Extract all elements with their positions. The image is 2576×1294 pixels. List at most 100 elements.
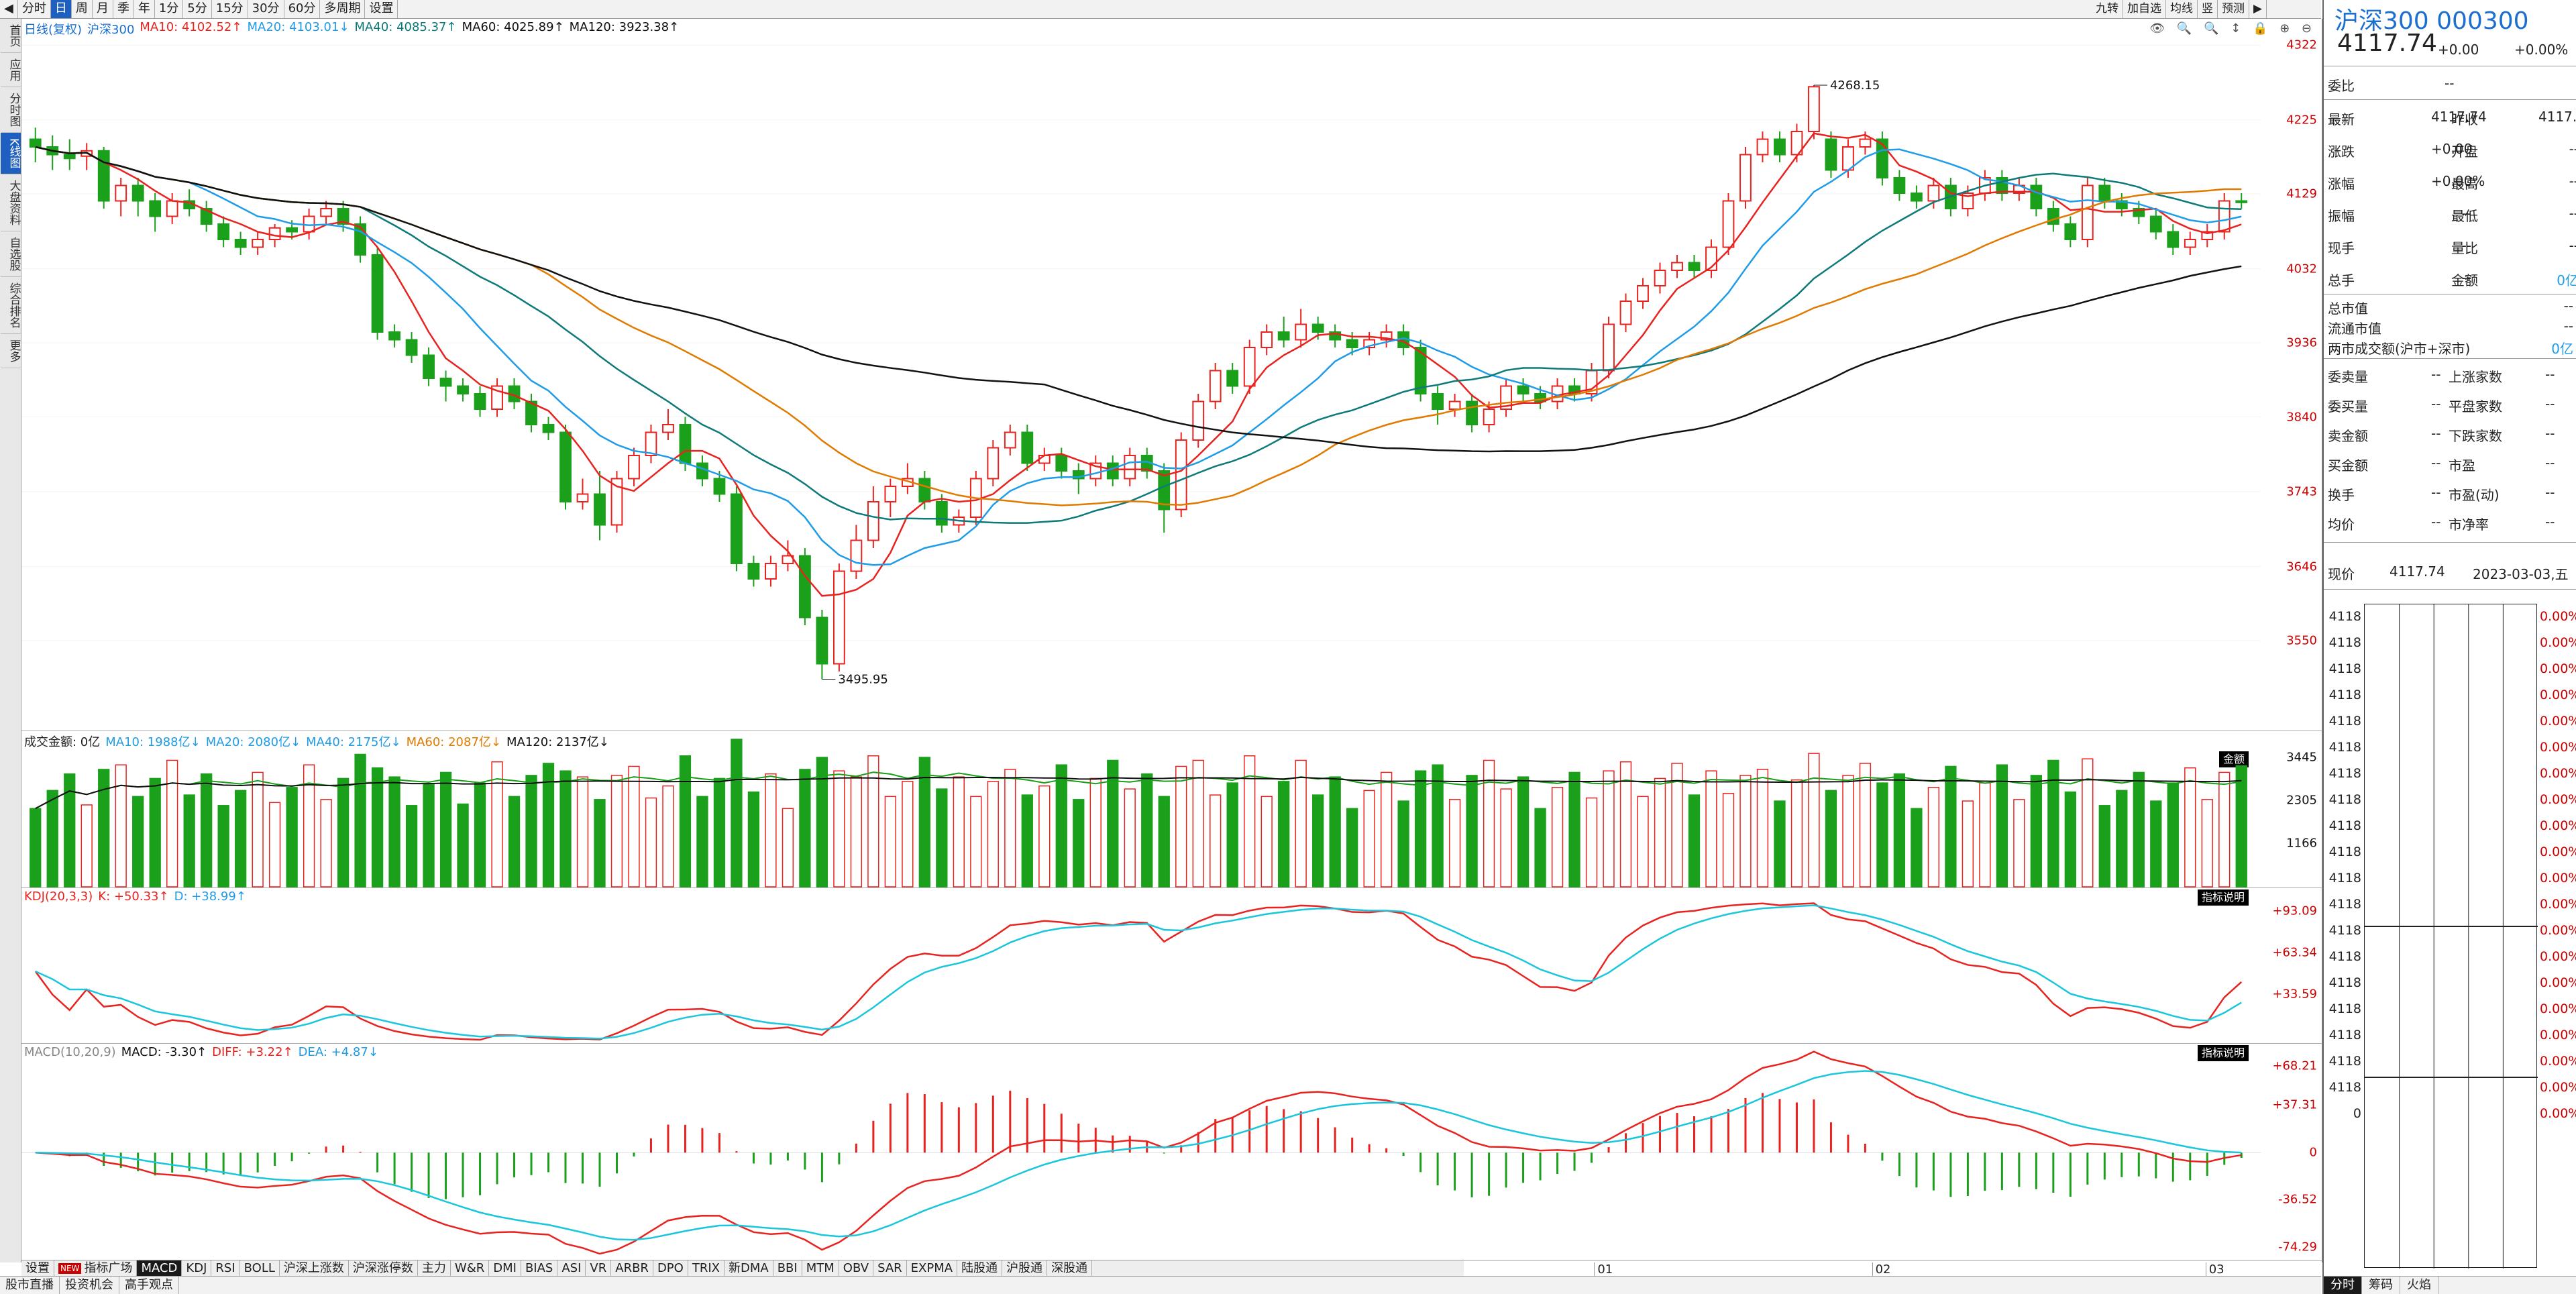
volume-bar xyxy=(782,808,794,887)
indicator-tab-11[interactable]: BIAS xyxy=(521,1260,558,1276)
mini-left-label: 4118 xyxy=(2328,1028,2361,1042)
volume-bar xyxy=(115,764,127,887)
period-tab-1[interactable]: 日 xyxy=(50,0,72,18)
period-tab-9[interactable]: 30分 xyxy=(248,0,284,18)
toolbar-left-arrow-icon[interactable]: ◀ xyxy=(0,0,18,18)
mini-right-label: 0.00% xyxy=(2540,661,2576,676)
date-tick-5: 01 xyxy=(1594,1262,1613,1277)
indicator-tab-0[interactable]: 设置 xyxy=(21,1260,54,1276)
indicator-tab-label: BOLL xyxy=(244,1261,275,1275)
indicator-tab-24[interactable]: 沪股通 xyxy=(1002,1260,1048,1276)
sidebar-item-7[interactable]: 更多 xyxy=(0,334,21,369)
sidebar-item-1[interactable]: 应用 xyxy=(0,53,21,87)
indicator-tab-4[interactable]: RSI xyxy=(211,1260,240,1276)
period-tab-2[interactable]: 周 xyxy=(71,0,93,18)
volume-bar xyxy=(337,777,350,887)
macd-help-tag[interactable]: 指标说明 xyxy=(2197,1045,2249,1061)
period-tab-8[interactable]: 15分 xyxy=(211,0,248,18)
chart-tools-icons[interactable]: 👁 🔍 🔍 ↕ 🔒 ⊕ ⊖ xyxy=(2149,21,2316,36)
indicator-tab-7[interactable]: 沪深涨停数 xyxy=(349,1260,418,1276)
mini-right-label: 0.00% xyxy=(2540,1106,2576,1121)
ma60-line xyxy=(35,146,2242,506)
indicator-tab-10[interactable]: DMI xyxy=(489,1260,521,1276)
indicator-tab-20[interactable]: OBV xyxy=(839,1260,874,1276)
candle xyxy=(1808,85,1820,140)
volume-bar xyxy=(201,773,213,887)
period-tab-5[interactable]: 年 xyxy=(133,0,155,18)
period-tab-4[interactable]: 季 xyxy=(113,0,134,18)
quote-tab-0[interactable]: 分时 xyxy=(2324,1277,2362,1294)
period-tab-12[interactable]: 设置 xyxy=(365,0,398,18)
indicator-tab-16[interactable]: TRIX xyxy=(688,1260,724,1276)
candle xyxy=(747,555,760,587)
volume-bar xyxy=(1603,770,1615,887)
indicator-tab-13[interactable]: VR xyxy=(586,1260,612,1276)
indicator-tab-15[interactable]: DPO xyxy=(653,1260,688,1276)
indicator-tab-9[interactable]: W&R xyxy=(451,1260,490,1276)
volume-title: 成交金额: 0亿 xyxy=(24,735,101,749)
amount-tag[interactable]: 金额 xyxy=(2218,751,2249,767)
period-tab-3[interactable]: 月 xyxy=(92,0,113,18)
status-bar: 股市直播 投资机会 高手观点 xyxy=(0,1276,2321,1294)
toolbar-right-arrow-icon[interactable]: ▶ xyxy=(2249,0,2267,18)
quote-tab-1[interactable]: 筹码 xyxy=(2362,1277,2400,1294)
period-label: 日线(复权) xyxy=(24,23,83,37)
mini-left-label: 0 xyxy=(2353,1106,2361,1121)
indicator-tab-6[interactable]: 沪深上涨数 xyxy=(280,1260,349,1276)
candle xyxy=(628,447,640,486)
indicator-tab-8[interactable]: 主力 xyxy=(418,1260,451,1276)
toolbar-right-item-0[interactable]: 九转 xyxy=(2092,0,2123,18)
kdj-help-tag[interactable]: 指标说明 xyxy=(2197,889,2249,906)
toolbar-right-item-1[interactable]: 加自选 xyxy=(2123,0,2166,18)
indicator-tab-18[interactable]: BBI xyxy=(773,1260,802,1276)
volume-bar xyxy=(1568,771,1580,887)
sidebar-item-0[interactable]: 首页 xyxy=(0,19,21,53)
volume-bar xyxy=(833,770,845,887)
indicator-tab-12[interactable]: ASI xyxy=(557,1260,586,1276)
period-tab-11[interactable]: 多周期 xyxy=(320,0,366,18)
quote-cell: 最低 xyxy=(2451,208,2478,224)
breadth-cell: 上涨家数 xyxy=(2449,369,2502,385)
indicator-tab-3[interactable]: KDJ xyxy=(182,1260,212,1276)
sidebar-item-5[interactable]: 自选股 xyxy=(0,231,21,278)
indicator-tab-19[interactable]: MTM xyxy=(802,1260,839,1276)
volume-bar xyxy=(2030,775,2042,887)
breadth-row-3: 买金额 -- 市盈 -- xyxy=(2324,449,2576,479)
sidebar-item-4[interactable]: 大盘资料 xyxy=(0,174,21,232)
toolbar-right-item-4[interactable]: 预测 xyxy=(2218,0,2249,18)
quote-tab-2[interactable]: 火焰 xyxy=(2400,1277,2438,1294)
indicator-tab-25[interactable]: 深股通 xyxy=(1047,1260,1093,1276)
volume-bar xyxy=(1346,808,1358,887)
indicator-tab-14[interactable]: ARBR xyxy=(611,1260,653,1276)
period-tab-7[interactable]: 5分 xyxy=(183,0,212,18)
volume-bar xyxy=(2133,771,2145,887)
mini-left-label: 4118 xyxy=(2328,766,2361,781)
indicator-tab-5[interactable]: BOLL xyxy=(240,1260,280,1276)
volume-bar xyxy=(696,796,708,887)
toolbar-right-item-3[interactable]: 竖 xyxy=(2198,0,2218,18)
indicator-tab-23[interactable]: 陆股通 xyxy=(957,1260,1003,1276)
indicator-tab-1[interactable]: NEW 指标广场 xyxy=(54,1260,138,1276)
status-item-2[interactable]: 高手观点 xyxy=(119,1277,179,1294)
period-tab-0[interactable]: 分时 xyxy=(17,0,51,18)
sidebar-item-3[interactable]: K线图 xyxy=(0,133,21,175)
toolbar-right-item-2[interactable]: 均线 xyxy=(2166,0,2198,18)
period-tab-6[interactable]: 1分 xyxy=(154,0,184,18)
volume-bar xyxy=(46,790,58,887)
period-tab-10[interactable]: 60分 xyxy=(284,0,321,18)
candle xyxy=(1756,131,1769,162)
sidebar-item-6[interactable]: 综合排名 xyxy=(0,277,21,335)
indicator-tab-21[interactable]: SAR xyxy=(873,1260,907,1276)
indicator-tab-22[interactable]: EXPMA xyxy=(907,1260,958,1276)
cap-label: 总市值 xyxy=(2328,301,2368,317)
vol-ma20-label: MA20: 2080亿↓ xyxy=(205,735,301,749)
indicator-tab-17[interactable]: 新DMA xyxy=(724,1260,773,1276)
volume-bar xyxy=(2235,765,2247,887)
mini-right-label: 0.00% xyxy=(2540,792,2576,807)
volume-bar xyxy=(936,788,948,887)
status-item-1[interactable]: 投资机会 xyxy=(60,1277,119,1294)
sidebar-item-2[interactable]: 分时图 xyxy=(0,87,21,133)
candle xyxy=(439,370,452,402)
status-item-0[interactable]: 股市直播 xyxy=(0,1277,60,1294)
indicator-tab-2[interactable]: MACD xyxy=(137,1260,182,1276)
